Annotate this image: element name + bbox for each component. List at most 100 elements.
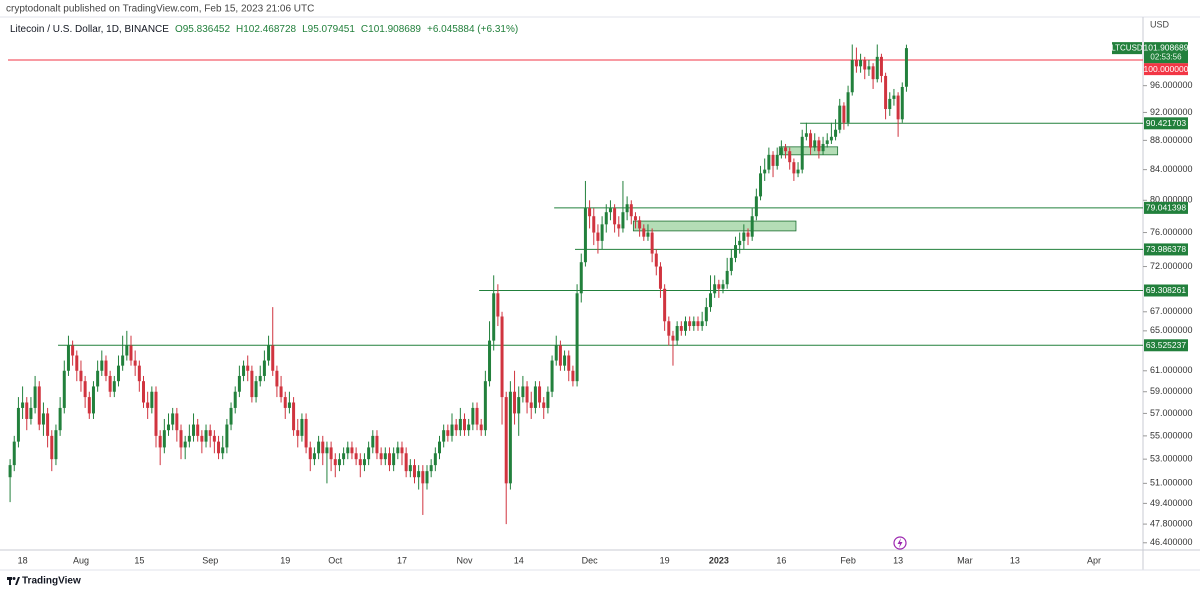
candle-body (513, 391, 517, 414)
candle-body (237, 375, 241, 392)
x-tick-label: 19 (280, 555, 290, 565)
ohlc-value: H102.468728 (236, 24, 296, 35)
candle-body (517, 397, 521, 414)
candle-body (884, 75, 888, 110)
candle-body (187, 435, 191, 442)
candle-body (642, 228, 646, 237)
change-value: +6.045884 (+6.31%) (427, 24, 518, 35)
candle-body (129, 345, 133, 361)
publisher-line: cryptodonalt published on TradingView.co… (6, 4, 314, 15)
candle-body (829, 136, 833, 141)
candle-body (292, 402, 296, 431)
candle-body (629, 204, 633, 217)
candle-body (33, 386, 37, 408)
candle-body (467, 424, 471, 431)
candle-body (683, 321, 687, 331)
candle-body (167, 424, 171, 431)
candle-body (558, 345, 562, 366)
candle-body (571, 370, 575, 382)
candle-body (650, 232, 654, 254)
candle-body (158, 435, 162, 448)
zone (778, 146, 839, 156)
candle-body (804, 133, 808, 137)
candle-body (83, 381, 87, 398)
candle-body (8, 465, 12, 478)
candle-body (446, 430, 450, 436)
candle-body (183, 441, 187, 448)
candle-body (387, 453, 391, 466)
y-tick-label: 96.000000 (1150, 80, 1193, 90)
countdown-label: 02:53:56 (1150, 53, 1182, 62)
candle-body (896, 95, 900, 120)
candle-body (667, 321, 671, 336)
candle-body (175, 413, 179, 431)
candle-body (608, 208, 612, 213)
candle-body (350, 447, 354, 454)
candle-body (112, 381, 116, 392)
candle-body (796, 169, 800, 174)
candle-body (404, 453, 408, 472)
candle-body (412, 465, 416, 478)
candle-body (417, 471, 421, 478)
candle-body (479, 424, 483, 431)
candle-body (483, 381, 487, 431)
x-tick-label: Feb (840, 555, 856, 565)
candle-body (312, 453, 316, 460)
candle-body (529, 402, 533, 408)
candle-body (125, 345, 129, 356)
candle-body (613, 208, 617, 225)
candle-body (217, 441, 221, 454)
last-price-box (1144, 42, 1188, 64)
candle-body (575, 293, 579, 382)
y-tick-label: 55.000000 (1150, 430, 1193, 440)
y-tick-label: 92.000000 (1150, 107, 1193, 117)
candle-body (625, 204, 629, 213)
candle-body (379, 453, 383, 460)
candle-body (367, 447, 371, 460)
candle-body (75, 355, 79, 371)
candle-body (775, 154, 779, 166)
candle-body (62, 370, 66, 408)
candle-body (71, 345, 75, 356)
ohlc-value: C101.908689 (361, 24, 421, 35)
candle-body (784, 147, 788, 152)
candle-body (771, 154, 775, 166)
candle-body (708, 293, 712, 308)
candle-body (91, 386, 95, 414)
x-tick-label: Mar (957, 555, 973, 565)
level-label: 63.525237 (1146, 340, 1186, 350)
candle-body (754, 196, 758, 217)
candle-body (362, 459, 366, 466)
candle-body (879, 56, 883, 76)
candle-body (454, 424, 458, 431)
candle-body (141, 381, 145, 403)
candle-body (242, 365, 246, 376)
candle-body (29, 407, 33, 419)
level-label-box (1144, 63, 1188, 76)
candle-body (262, 360, 266, 376)
candle-body (679, 326, 683, 331)
candle-body (429, 465, 433, 472)
candle-body (904, 48, 908, 87)
candle-body (37, 386, 41, 425)
y-tick-label: 51.000000 (1150, 478, 1193, 488)
candle-body (521, 386, 525, 398)
candle-body (863, 60, 867, 70)
candle-body (813, 140, 817, 148)
y-tick-label: 46.400000 (1150, 537, 1193, 547)
symbol-header: Litecoin / U.S. Dollar, 1D, BINANCE O95.8… (10, 24, 518, 35)
x-tick-label: 18 (18, 555, 28, 565)
candle-body (279, 386, 283, 398)
candle-body (892, 95, 896, 99)
symbol-name: Litecoin / U.S. Dollar, 1D, BINANCE (10, 24, 169, 35)
candle-body (825, 140, 829, 144)
candle-body (192, 424, 196, 436)
candle-body (621, 212, 625, 229)
candle-body (425, 471, 429, 484)
candle-body (488, 340, 492, 382)
candle-body (354, 453, 358, 460)
candle-body (734, 245, 738, 258)
candle-body (675, 326, 679, 341)
candle-body (900, 86, 904, 120)
